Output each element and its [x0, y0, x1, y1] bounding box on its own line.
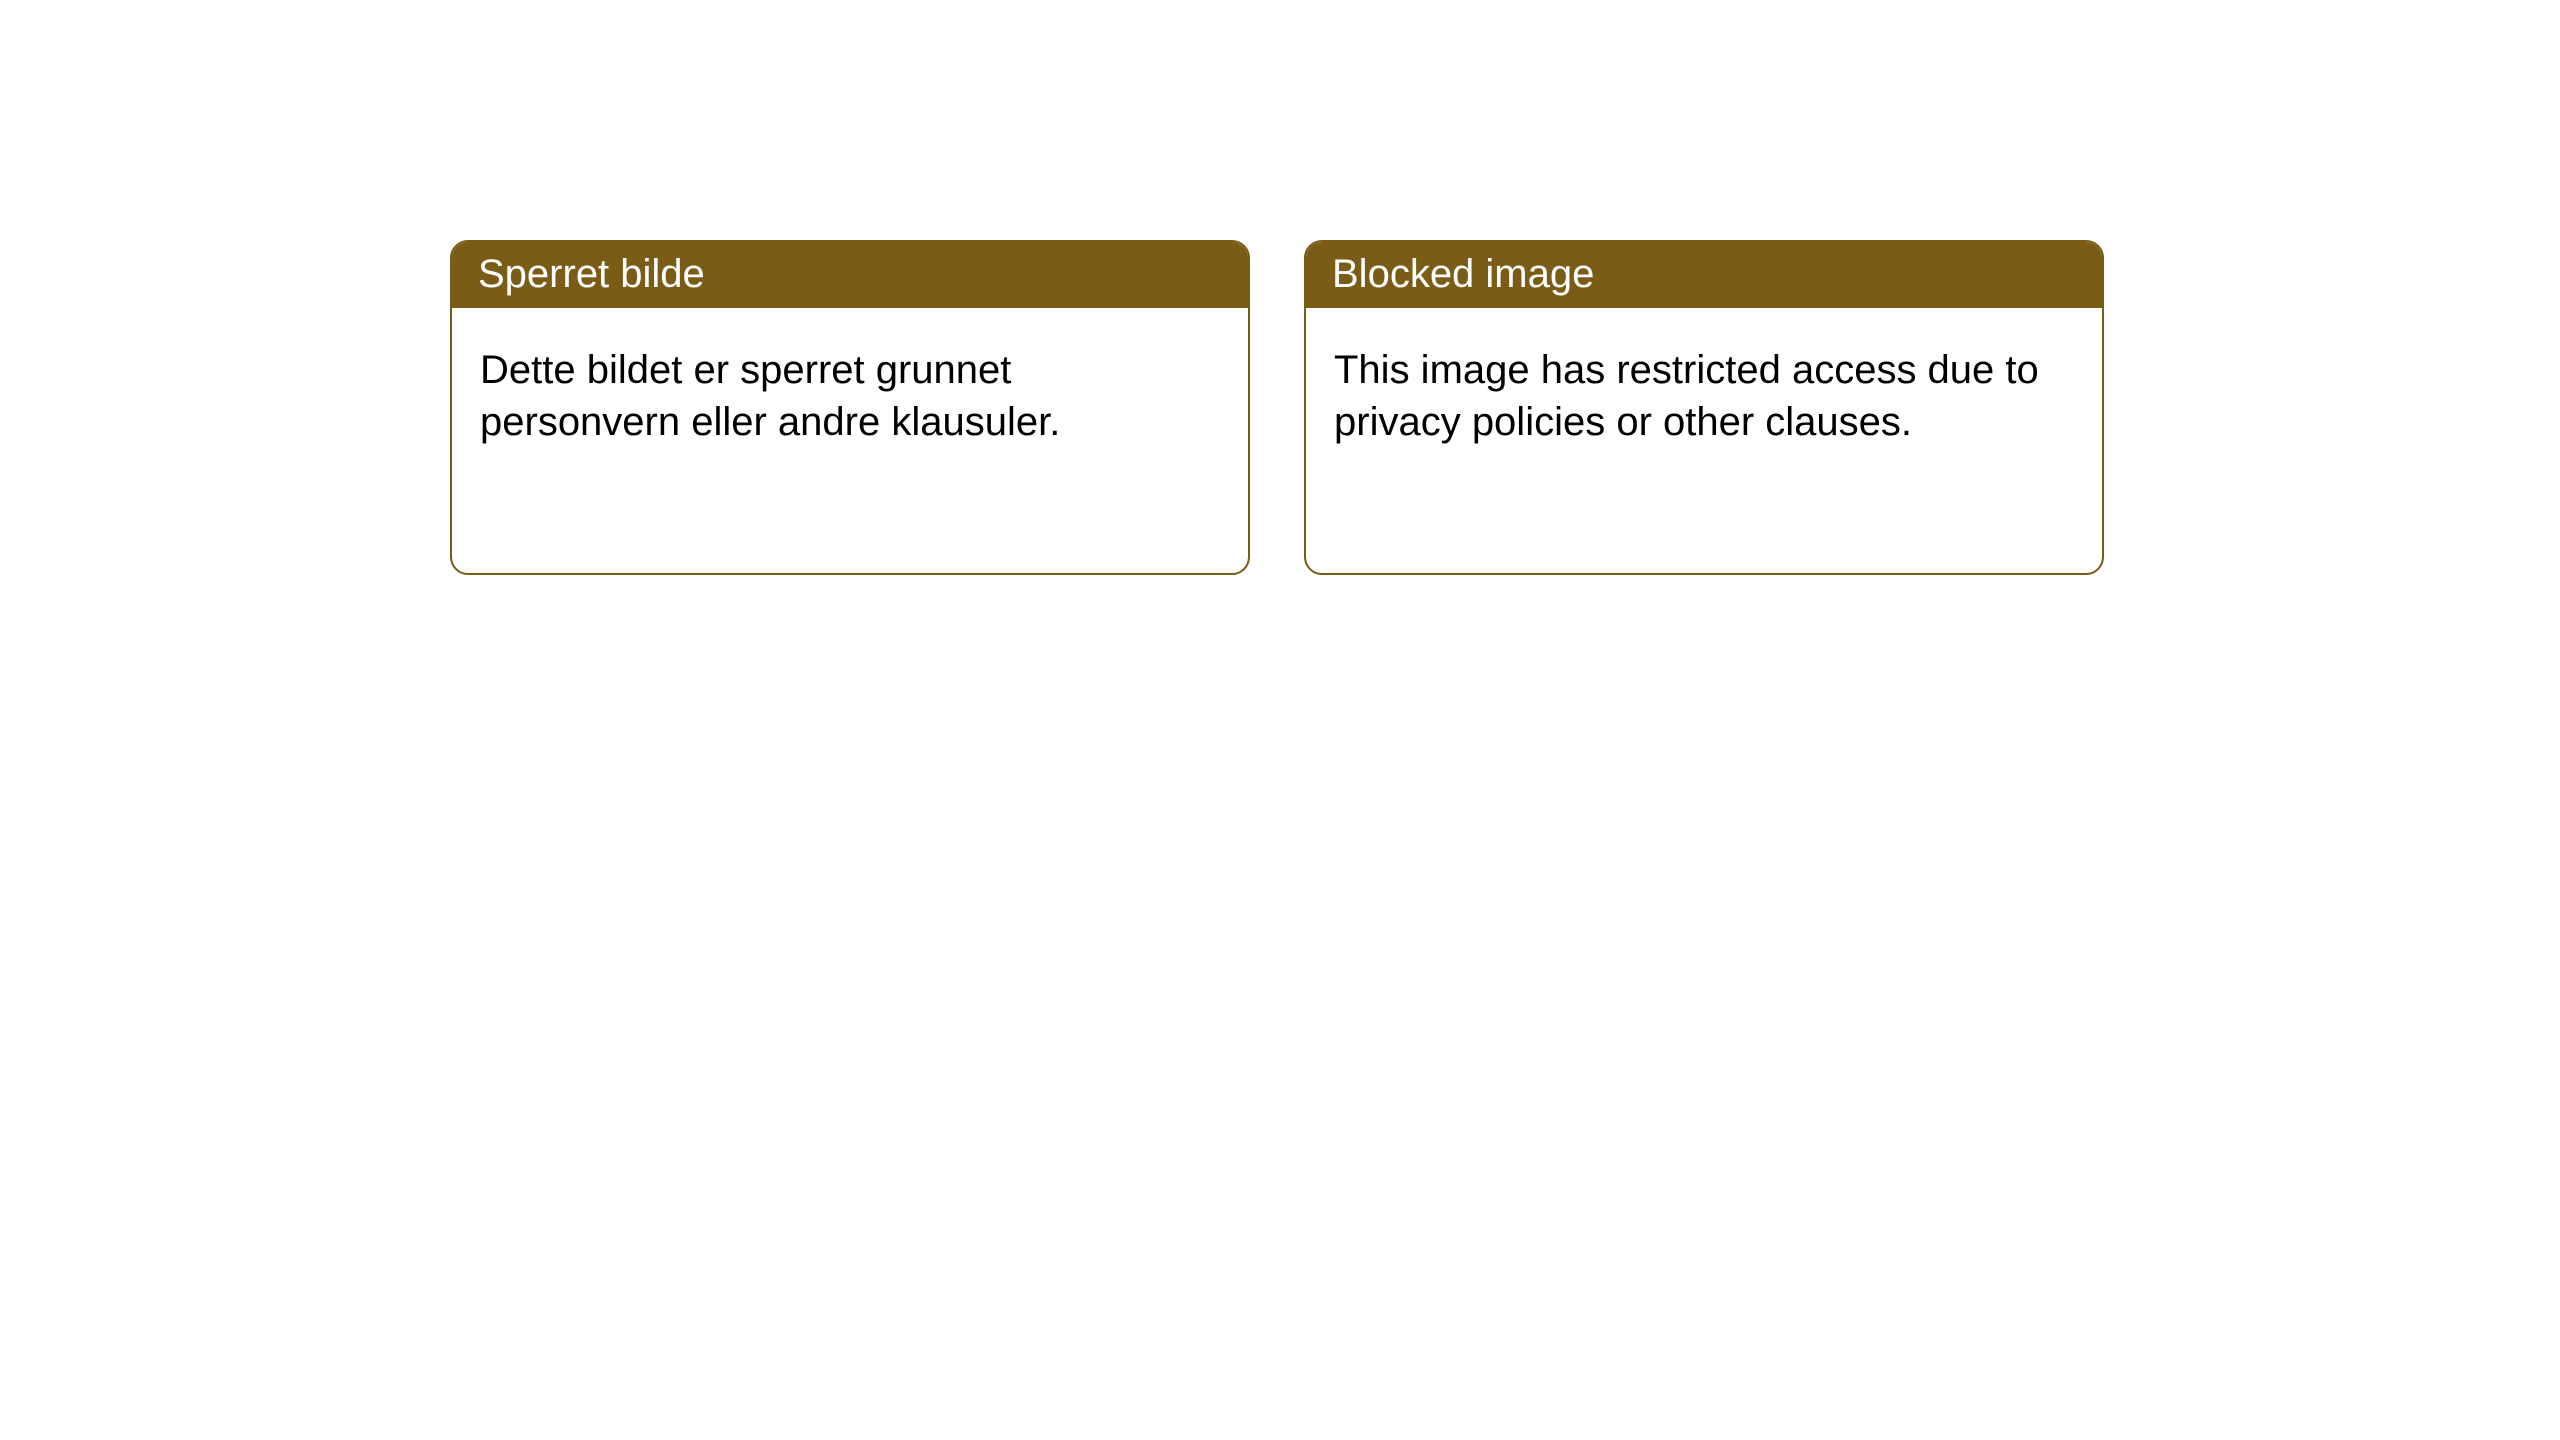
notice-card-norwegian: Sperret bilde Dette bildet er sperret gr…: [450, 240, 1250, 575]
notice-cards-container: Sperret bilde Dette bildet er sperret gr…: [0, 0, 2560, 575]
card-header: Blocked image: [1306, 242, 2102, 308]
card-body: Dette bildet er sperret grunnet personve…: [452, 308, 1248, 484]
card-header: Sperret bilde: [452, 242, 1248, 308]
notice-card-english: Blocked image This image has restricted …: [1304, 240, 2104, 575]
card-body: This image has restricted access due to …: [1306, 308, 2102, 484]
